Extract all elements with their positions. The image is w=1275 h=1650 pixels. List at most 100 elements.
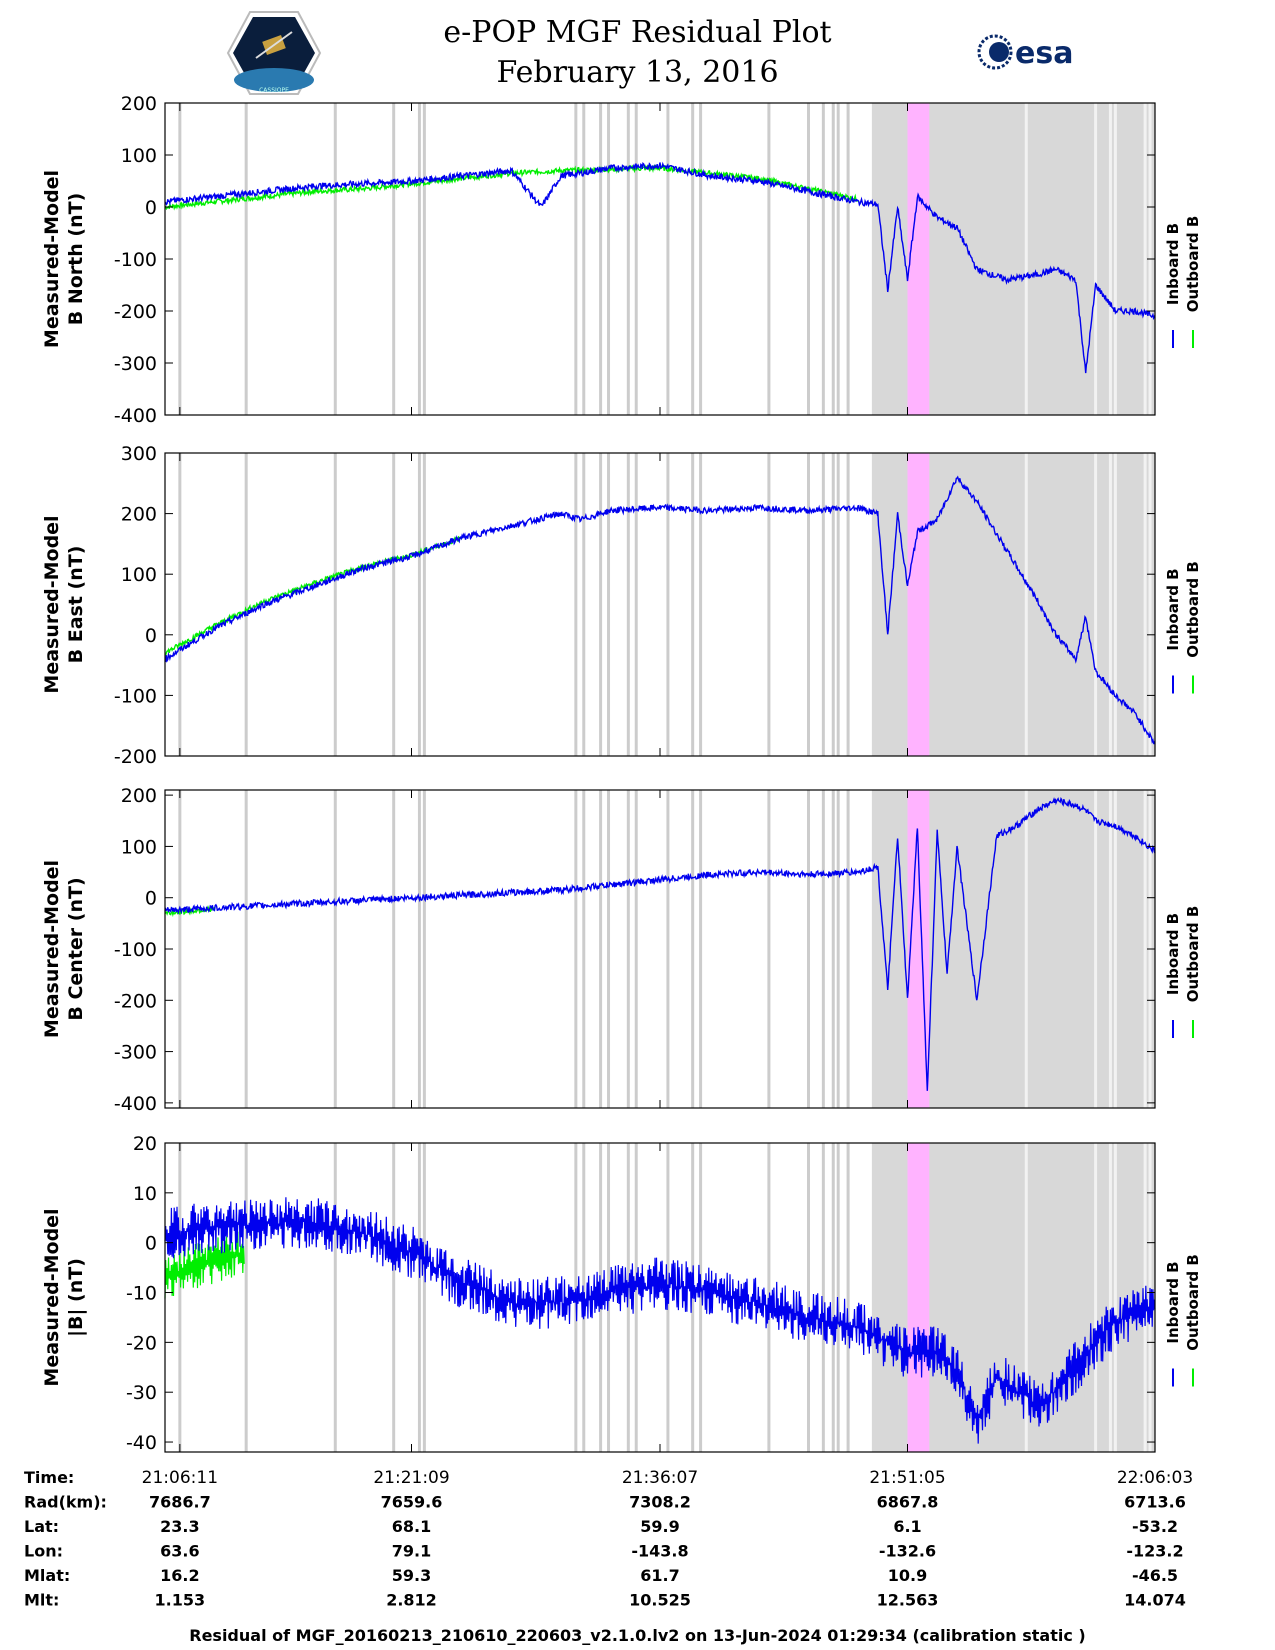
table-cell: -132.6	[879, 1542, 936, 1561]
y-axis-label-line2: B Center (nT)	[65, 877, 87, 1020]
x-tick-label: 21:51:05	[869, 1468, 945, 1488]
series-inboard-line	[164, 161, 1156, 374]
y-tick-label: 200	[121, 93, 157, 115]
plot-date: February 13, 2016	[496, 55, 779, 90]
table-cell: 2.812	[386, 1591, 437, 1610]
legend: Inboard B Outboard B	[1164, 1254, 1202, 1387]
table-cell: 59.3	[392, 1566, 431, 1585]
legend-outboard-label: Outboard B	[1184, 1254, 1202, 1351]
y-tick-label: -10	[126, 1283, 157, 1305]
table-cell: 7659.6	[381, 1493, 443, 1512]
highlight-band	[907, 790, 930, 1108]
table-row-label: Lon:	[24, 1542, 63, 1561]
table-row-label: Mlt:	[24, 1591, 59, 1610]
y-axis-label-line1: Measured-Model	[41, 170, 63, 348]
series-outboard-line	[164, 164, 859, 211]
cassiope-logo: CASSIOPE	[226, 11, 322, 95]
y-axis-label-line1: Measured-Model	[41, 860, 63, 1038]
table-cell: 14.074	[1124, 1591, 1186, 1610]
y-tick-label: 100	[121, 836, 157, 858]
y-tick-label: -100	[114, 939, 157, 961]
esa-logo-text: esa	[1015, 36, 1073, 71]
legend-inboard-label: Inboard B	[1164, 568, 1182, 650]
plot-title: e-POP MGF Residual Plot	[443, 15, 832, 50]
highlight-band	[907, 103, 930, 415]
table-cell: -143.8	[631, 1542, 688, 1561]
table-row-label: Mlat:	[24, 1566, 70, 1585]
y-tick-label: -30	[126, 1382, 157, 1404]
y-axis-label: Measured-Model B North (nT)	[41, 170, 87, 348]
y-axis-label-line2: B East (nT)	[65, 546, 87, 664]
table-cell: 10.9	[888, 1566, 927, 1585]
y-tick-label: 100	[121, 145, 157, 167]
footer-caption: Residual of MGF_20160213_210610_220603_v…	[189, 1626, 1086, 1645]
y-tick-label: 300	[121, 443, 157, 465]
legend-outboard-label: Outboard B	[1184, 216, 1202, 313]
legend-outboard-label: Outboard B	[1184, 561, 1202, 658]
y-axis-label-line2: |B| (nT)	[65, 1258, 87, 1337]
table-cell: 6.1	[893, 1517, 921, 1536]
legend-outboard-label: Outboard B	[1184, 906, 1202, 1003]
y-tick-label: 100	[121, 564, 157, 586]
y-tick-label: 0	[145, 1233, 157, 1255]
y-axis-label: Measured-Model B Center (nT)	[41, 860, 87, 1038]
y-tick-label: 0	[145, 888, 157, 910]
table-cell: 12.563	[877, 1591, 939, 1610]
table-row-label: Rad(km):	[24, 1493, 107, 1512]
legend: Inboard B Outboard B	[1164, 216, 1202, 348]
table-cell: 59.9	[640, 1517, 679, 1536]
y-axis-label-line2: B North (nT)	[65, 193, 87, 326]
table-cell: 7308.2	[629, 1493, 691, 1512]
y-tick-label: 200	[121, 785, 157, 807]
y-tick-label: -100	[114, 249, 157, 271]
y-tick-label: 20	[133, 1133, 157, 1155]
y-axis-label-line1: Measured-Model	[41, 515, 63, 693]
y-tick-label: -300	[114, 353, 157, 375]
y-axis-label-line1: Measured-Model	[41, 1208, 63, 1386]
y-tick-label: -40	[126, 1432, 157, 1454]
x-tick-label: 22:06:03	[1117, 1468, 1193, 1488]
table-row-label: Time:	[24, 1468, 74, 1487]
legend-inboard-label: Inboard B	[1164, 1261, 1182, 1343]
orbit-table: Time: 21:06:11 21:21:09 21:36:07 21:51:05 22:…	[24, 1468, 1193, 1610]
x-tick-label: 21:21:09	[373, 1468, 449, 1488]
table-cell: 68.1	[392, 1517, 431, 1536]
table-cell: 6867.8	[877, 1493, 939, 1512]
y-tick-label: -300	[114, 1042, 157, 1064]
esa-logo: esa	[977, 34, 1073, 71]
table-row-label: Lat:	[24, 1517, 59, 1536]
panel-east: 300 200 100 0 -100 -200 Measured-Model B East (…	[41, 443, 1202, 768]
table-cell: 7686.7	[149, 1493, 211, 1512]
panel-center: 200 100 0 -100 -200 -300 -400 Measured-Model B C…	[41, 785, 1202, 1115]
y-axis-label: Measured-Model B East (nT)	[41, 515, 87, 693]
table-cell: 63.6	[160, 1542, 199, 1561]
x-tick-label: 21:06:11	[142, 1468, 218, 1488]
table-cell: -53.2	[1132, 1517, 1178, 1536]
y-tick-label: -200	[114, 301, 157, 323]
series-inboard-line	[164, 475, 1156, 745]
table-cell: 61.7	[640, 1566, 679, 1585]
y-tick-label: -200	[114, 746, 157, 768]
table-cell: 1.153	[155, 1591, 206, 1610]
legend-inboard-label: Inboard B	[1164, 913, 1182, 995]
y-tick-label: -100	[114, 685, 157, 707]
legend: Inboard B Outboard B	[1164, 906, 1202, 1038]
y-tick-label: 0	[145, 625, 157, 647]
series-inboard-line	[164, 796, 1156, 1091]
table-cell: 16.2	[160, 1566, 199, 1585]
highlight-band	[907, 453, 930, 756]
table-cell: -46.5	[1132, 1566, 1178, 1585]
table-cell: 23.3	[160, 1517, 199, 1536]
y-tick-label: 0	[145, 197, 157, 219]
x-tick-label: 21:36:07	[622, 1468, 698, 1488]
highlight-band	[907, 1143, 930, 1452]
y-tick-label: 10	[133, 1183, 157, 1205]
table-cell: -123.2	[1126, 1542, 1183, 1561]
table-cell: 10.525	[629, 1591, 691, 1610]
legend: Inboard B Outboard B	[1164, 561, 1202, 694]
y-axis-label: Measured-Model |B| (nT)	[41, 1208, 87, 1386]
panel-north: 200 100 0 -100 -200 -300 -400 Measured-Model B N…	[41, 93, 1202, 427]
table-cell: 6713.6	[1124, 1493, 1186, 1512]
panel-magnitude: 20 10 0 -10 -20 -30 -40 Measured-Model |B| (nT) I…	[41, 1133, 1202, 1454]
